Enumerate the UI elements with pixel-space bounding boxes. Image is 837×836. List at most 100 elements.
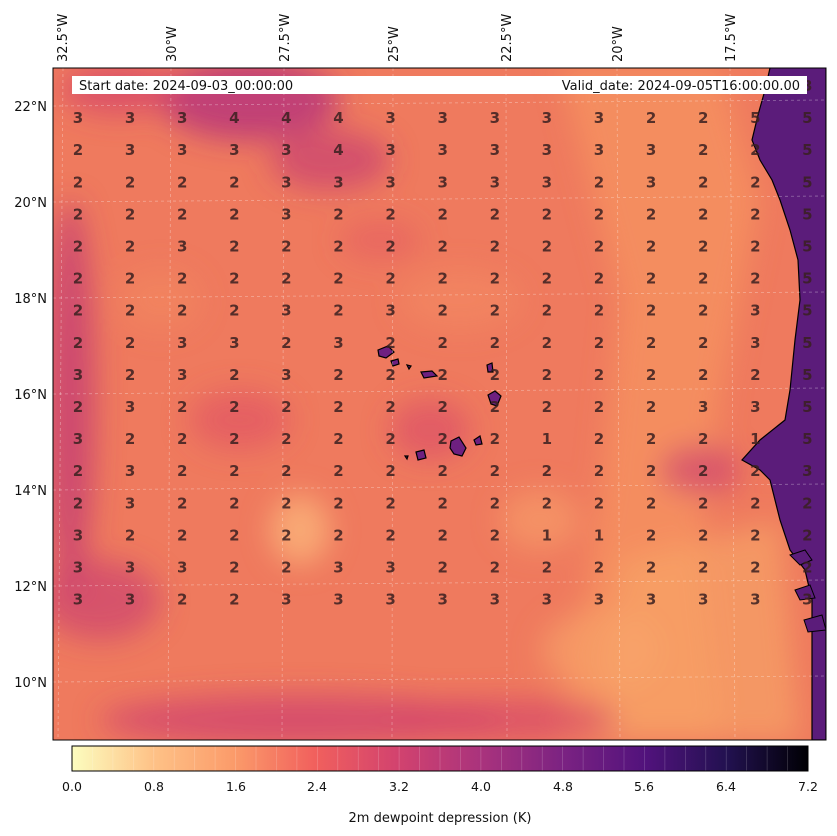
grid-value: 2 [646,398,656,416]
grid-value: 2 [333,238,343,256]
grid-value: 4 [281,109,291,127]
colorbar-tick: 6.4 [716,779,736,794]
grid-value: 2 [646,430,656,448]
grid-value: 3 [281,141,291,159]
colorbar-label: 2m dewpoint depression (K) [349,811,532,826]
grid-value: 3 [750,334,760,352]
grid-value: 5 [802,398,812,416]
grid-value: 3 [385,109,395,127]
grid-value: 2 [698,366,708,384]
grid-value: 3 [73,430,83,448]
grid-value: 2 [750,173,760,191]
lat-label: 10°N [14,676,47,691]
grid-value: 2 [385,462,395,480]
grid-value: 3 [750,591,760,609]
grid-value: 3 [229,334,239,352]
grid-value: 1 [594,526,604,544]
colorbar-gradient [72,746,808,771]
grid-value: 2 [177,173,187,191]
grid-value: 2 [490,526,500,544]
valid-date-label: Valid_date: 2024-09-05T16:00:00.00 [562,79,800,94]
grid-value: 5 [750,109,760,127]
grid-value: 2 [125,526,135,544]
grid-value: 2 [490,302,500,320]
grid-value: 2 [750,366,760,384]
grid-value: 3 [385,141,395,159]
grid-value: 2 [542,238,552,256]
lon-label: 17.5°W [724,14,739,62]
grid-value: 2 [646,366,656,384]
grid-value: 2 [333,526,343,544]
grid-value: 2 [385,334,395,352]
grid-value: 2 [750,462,760,480]
colorbar-tick: 2.4 [307,779,327,794]
grid-value: 2 [385,398,395,416]
grid-value: 2 [125,205,135,223]
grid-value: 3 [125,109,135,127]
grid-value: 2 [281,526,291,544]
grid-value: 2 [594,398,604,416]
grid-value: 2 [385,526,395,544]
grid-value: 2 [750,526,760,544]
grid-value: 2 [73,462,83,480]
colorbar-tick: 1.6 [226,779,246,794]
grid-value: 3 [333,559,343,577]
grid-value: 2 [229,494,239,512]
grid-value: 3 [177,366,187,384]
grid-value: 2 [73,494,83,512]
grid-value: 2 [594,559,604,577]
grid-value: 2 [281,270,291,288]
grid-value: 2 [542,334,552,352]
grid-value: 3 [281,366,291,384]
grid-value: 3 [594,591,604,609]
grid-value: 3 [125,462,135,480]
grid-value: 3 [490,141,500,159]
grid-value: 2 [125,270,135,288]
grid-value: 3 [125,559,135,577]
colorbar-frame [71,745,809,772]
grid-value: 2 [437,462,447,480]
grid-value: 2 [698,205,708,223]
grid-value: 2 [333,270,343,288]
grid-value: 2 [594,430,604,448]
grid-value: 2 [333,462,343,480]
grid-value: 1 [542,430,552,448]
graticule [53,68,826,740]
grid-value: 4 [333,109,343,127]
colorbar-tick: 5.6 [634,779,654,794]
grid-value: 3 [125,141,135,159]
grid-value: 3 [177,559,187,577]
grid-value: 2 [229,462,239,480]
grid-value: 3 [73,591,83,609]
grid-value: 2 [73,334,83,352]
coastal-islands [789,549,826,633]
grid-value: 3 [646,591,656,609]
grid-value: 2 [802,559,812,577]
grid-value: 2 [750,238,760,256]
grid-value: 2 [229,430,239,448]
grid-value: 2 [125,366,135,384]
grid-value: 2 [542,398,552,416]
grid-value: 2 [594,302,604,320]
grid-value: 3 [542,173,552,191]
grid-value: 2 [385,205,395,223]
grid-value: 5 [802,205,812,223]
grid-value: 2 [333,430,343,448]
grid-value: 3 [542,109,552,127]
grid-value: 3 [125,494,135,512]
grid-value: 2 [646,494,656,512]
grid-value: 2 [542,559,552,577]
lat-label: 12°N [14,580,47,595]
grid-value: 2 [542,205,552,223]
colorbar-tick: 7.2 [798,779,818,794]
grid-value: 3 [177,109,187,127]
grid-value: 2 [646,205,656,223]
grid-value: 2 [229,302,239,320]
grid-value: 3 [437,109,447,127]
grid-value: 2 [594,173,604,191]
grid-value: 3 [385,559,395,577]
grid-value: 3 [73,109,83,127]
grid-value: 2 [229,270,239,288]
grid-value: 2 [73,302,83,320]
